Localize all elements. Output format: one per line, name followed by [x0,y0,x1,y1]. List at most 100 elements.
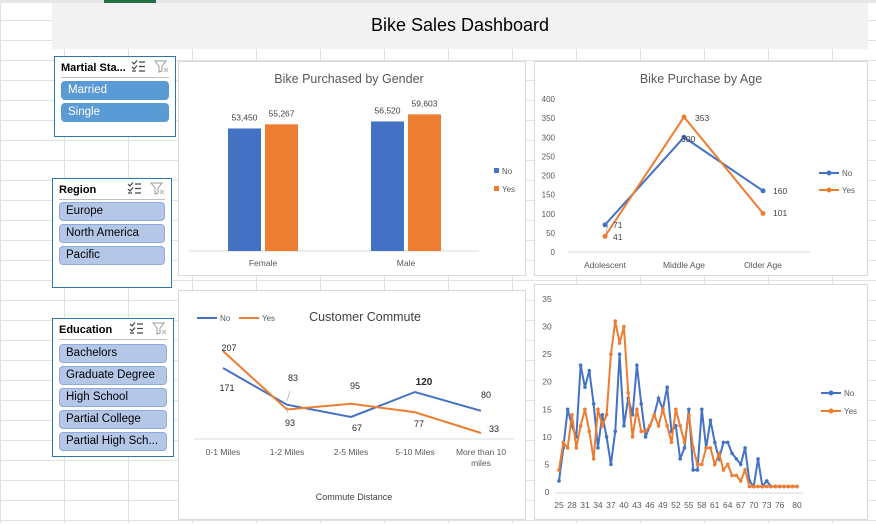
age-distribution-chart-panel[interactable]: 0 5 10 15 20 25 30 35 25 28 31 34 37 40 43 46 49 52 55 58 61… [534,284,868,520]
data-point-yes [583,407,587,412]
data-point-no [630,413,635,417]
chart-title: Bike Purchase by Age [640,72,762,86]
slicer-item-graduate-degree[interactable]: Graduate Degree [59,366,167,385]
data-label: 77 [414,419,424,429]
slicer-item-single[interactable]: Single [61,103,169,122]
dashboard-title-band: Bike Sales Dashboard [52,3,868,49]
legend-label-yes: Yes [842,186,855,195]
data-point-no [674,424,678,428]
y-tick-label: 0 [545,487,550,497]
data-point-yes [591,457,596,461]
bar-yes-female [265,124,298,251]
clear-filter-icon[interactable] [150,182,165,195]
marital-status-slicer[interactable]: Martial Sta... Married Single [54,56,176,137]
data-point-yes [639,429,644,434]
data-point-yes [656,424,661,428]
data-point-yes [652,413,656,417]
multi-select-icon[interactable] [129,322,144,335]
data-point-yes [730,473,734,478]
data-point-yes [760,484,765,489]
y-tick-label: 250 [542,152,556,161]
y-tick-label: 10 [542,432,552,442]
x-tick-label: 43 [632,500,642,510]
data-point-yes [738,479,743,483]
data-point-yes [669,440,674,445]
gender-chart-panel[interactable]: Bike Purchased by Gender 53,450 55,267 Fema… [178,61,526,276]
data-label: 53,450 [232,112,258,122]
x-tick-label: Middle Age [663,260,705,270]
data-label: 83 [288,373,298,383]
data-point-no [604,435,609,439]
data-point-yes [712,462,717,467]
x-tick-label: 34 [593,500,603,510]
data-point-yes [691,446,695,450]
data-point-yes [578,424,583,428]
data-point-no [591,401,596,406]
data-point-no [725,440,730,445]
slicer-item-high-school[interactable]: High School [59,388,167,407]
label-leader-line [605,224,609,233]
slicer-item-europe[interactable]: Europe [59,202,165,221]
data-point-yes [764,484,769,489]
legend-label-yes: Yes [262,314,275,323]
data-point-no [600,413,605,417]
chart-title: Customer Commute [309,310,421,324]
data-point-yes [609,352,613,356]
bar-yes-male [408,114,441,251]
y-tick-label: 35 [542,294,552,304]
x-tick-label: 28 [567,500,577,510]
data-point-yes [747,484,752,489]
data-point-yes [734,473,739,478]
data-point-no [643,435,648,439]
multi-select-icon[interactable] [127,182,142,195]
slicer-item-married[interactable]: Married [61,81,169,100]
legend-marker-yes [494,186,499,191]
age-line-chart: Bike Purchase by Age 0 50 100 150 200 250 300 35… [542,72,855,270]
data-point-no [695,468,700,472]
data-point-yes [648,424,652,428]
commute-chart-panel[interactable]: Customer Commute 171 93 67 120 80 207 83 95 77 33 0… [178,290,526,520]
data-point-no [565,407,570,412]
y-tick-label: 100 [542,210,556,219]
slicer-item-north-america[interactable]: North America [59,224,165,243]
slicer-item-bachelors[interactable]: Bachelors [59,344,167,363]
data-point-no [622,424,626,428]
data-point-no [639,401,644,406]
data-point-yes [681,114,687,120]
data-point-yes [700,462,704,467]
x-tick-label: 67 [736,500,746,510]
x-tick-label: 46 [645,500,655,510]
data-point-yes [678,424,682,428]
data-point-yes [600,424,605,428]
data-point-no [681,134,687,140]
slicer-item-partial-high-school[interactable]: Partial High Sch... [59,432,167,451]
data-point-yes [613,319,618,323]
data-point-yes [760,210,766,216]
bar-no-male [371,121,404,251]
clear-filter-icon[interactable] [152,322,167,335]
data-point-yes [786,484,791,489]
multi-select-icon[interactable] [131,60,146,73]
legend-label-no: No [220,314,231,323]
data-point-yes [622,324,626,329]
legend-label-yes: Yes [844,407,857,416]
x-tick-label: 61 [710,500,720,510]
slicer-item-pacific[interactable]: Pacific [59,246,165,265]
data-point-no [756,457,760,461]
data-point-no [687,407,691,412]
label-leader-line [286,390,291,402]
region-slicer[interactable]: Region Europe North America Pacific [52,178,172,288]
clear-filter-icon[interactable] [154,60,169,73]
age-chart-panel[interactable]: Bike Purchase by Age 0 50 100 150 200 250 300 35… [534,61,868,276]
slicer-item-partial-college[interactable]: Partial College [59,410,167,429]
x-tick-label: 0-1 Miles [206,447,240,457]
data-label: 71 [613,220,623,230]
education-slicer[interactable]: Education Bachelors Graduate Degree High… [52,318,174,457]
data-label: 41 [613,232,623,242]
data-point-no [760,188,766,194]
data-point-no [602,222,608,228]
data-point-no [583,385,587,390]
x-tick-label: 40 [619,500,629,510]
data-point-no [682,446,687,450]
